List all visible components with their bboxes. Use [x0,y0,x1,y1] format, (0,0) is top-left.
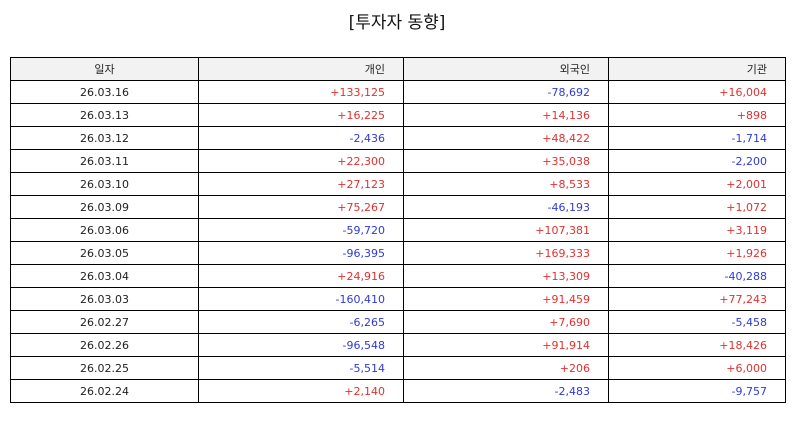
cell-institution: -2,200 [608,149,786,173]
cell-foreign: +169,333 [403,241,609,265]
table-row: 26.03.13 +16,225 +14,136 +898 [10,103,786,127]
table-row: 26.03.03 -160,410 +91,459 +77,243 [10,287,786,311]
table-row: 26.03.06 -59,720 +107,381 +3,119 [10,218,786,242]
cell-institution: -40,288 [608,264,786,288]
cell-individual: +22,300 [198,149,404,173]
table-row: 26.03.12 -2,436 +48,422 -1,714 [10,126,786,150]
cell-foreign: +13,309 [403,264,609,288]
cell-individual: +27,123 [198,172,404,196]
cell-institution: +6,000 [608,356,786,380]
cell-foreign: +91,459 [403,287,609,311]
cell-individual: -59,720 [198,218,404,242]
table-row: 26.03.05 -96,395 +169,333 +1,926 [10,241,786,265]
cell-institution: +77,243 [608,287,786,311]
cell-institution: -1,714 [608,126,786,150]
cell-date: 26.03.03 [10,287,199,311]
cell-institution: +3,119 [608,218,786,242]
cell-institution: -5,458 [608,310,786,334]
cell-institution: +1,072 [608,195,786,219]
table-row: 26.02.27 -6,265 +7,690 -5,458 [10,310,786,334]
cell-individual: +75,267 [198,195,404,219]
cell-individual: +24,916 [198,264,404,288]
table-row: 26.03.09 +75,267 -46,193 +1,072 [10,195,786,219]
cell-date: 26.02.27 [10,310,199,334]
cell-foreign: +35,038 [403,149,609,173]
cell-date: 26.03.16 [10,80,199,104]
cell-individual: -160,410 [198,287,404,311]
table-row: 26.03.04 +24,916 +13,309 -40,288 [10,264,786,288]
cell-institution: +18,426 [608,333,786,357]
cell-foreign: +91,914 [403,333,609,357]
cell-individual: -6,265 [198,310,404,334]
cell-foreign: +107,381 [403,218,609,242]
cell-foreign: +8,533 [403,172,609,196]
page-title: [투자자 동향] [348,13,446,33]
header-individual: 개인 [198,57,404,81]
cell-date: 26.02.24 [10,379,199,403]
table-row: 26.02.25 -5,514 +206 +6,000 [10,356,786,380]
cell-institution: +898 [608,103,786,127]
cell-individual: +16,225 [198,103,404,127]
cell-institution: +16,004 [608,80,786,104]
cell-foreign: +48,422 [403,126,609,150]
table-row: 26.02.26 -96,548 +91,914 +18,426 [10,333,786,357]
cell-date: 26.03.10 [10,172,199,196]
cell-date: 26.03.11 [10,149,199,173]
cell-institution: -9,757 [608,379,786,403]
cell-foreign: +7,690 [403,310,609,334]
cell-date: 26.03.09 [10,195,199,219]
investor-trend-table: 일자 개인 외국인 기관 26.03.16 +133,125 -78,692 +16,… [10,57,786,403]
cell-foreign: +206 [403,356,609,380]
cell-individual: +133,125 [198,80,404,104]
cell-individual: -5,514 [198,356,404,380]
cell-date: 26.03.04 [10,264,199,288]
table-row: 26.03.10 +27,123 +8,533 +2,001 [10,172,786,196]
cell-date: 26.03.06 [10,218,199,242]
table-header-row: 일자 개인 외국인 기관 [10,57,786,81]
cell-foreign: -46,193 [403,195,609,219]
table-row: 26.03.11 +22,300 +35,038 -2,200 [10,149,786,173]
cell-foreign: -2,483 [403,379,609,403]
cell-foreign: +14,136 [403,103,609,127]
cell-date: 26.02.26 [10,333,199,357]
cell-individual: -96,548 [198,333,404,357]
cell-individual: -2,436 [198,126,404,150]
cell-individual: -96,395 [198,241,404,265]
table-row: 26.02.24 +2,140 -2,483 -9,757 [10,379,786,403]
cell-date: 26.03.12 [10,126,199,150]
cell-date: 26.02.25 [10,356,199,380]
table-row: 26.03.16 +133,125 -78,692 +16,004 [10,80,786,104]
cell-institution: +2,001 [608,172,786,196]
header-date: 일자 [10,57,199,81]
cell-individual: +2,140 [198,379,404,403]
cell-institution: +1,926 [608,241,786,265]
cell-foreign: -78,692 [403,80,609,104]
cell-date: 26.03.13 [10,103,199,127]
header-foreign: 외국인 [403,57,609,81]
header-institution: 기관 [608,57,786,81]
cell-date: 26.03.05 [10,241,199,265]
